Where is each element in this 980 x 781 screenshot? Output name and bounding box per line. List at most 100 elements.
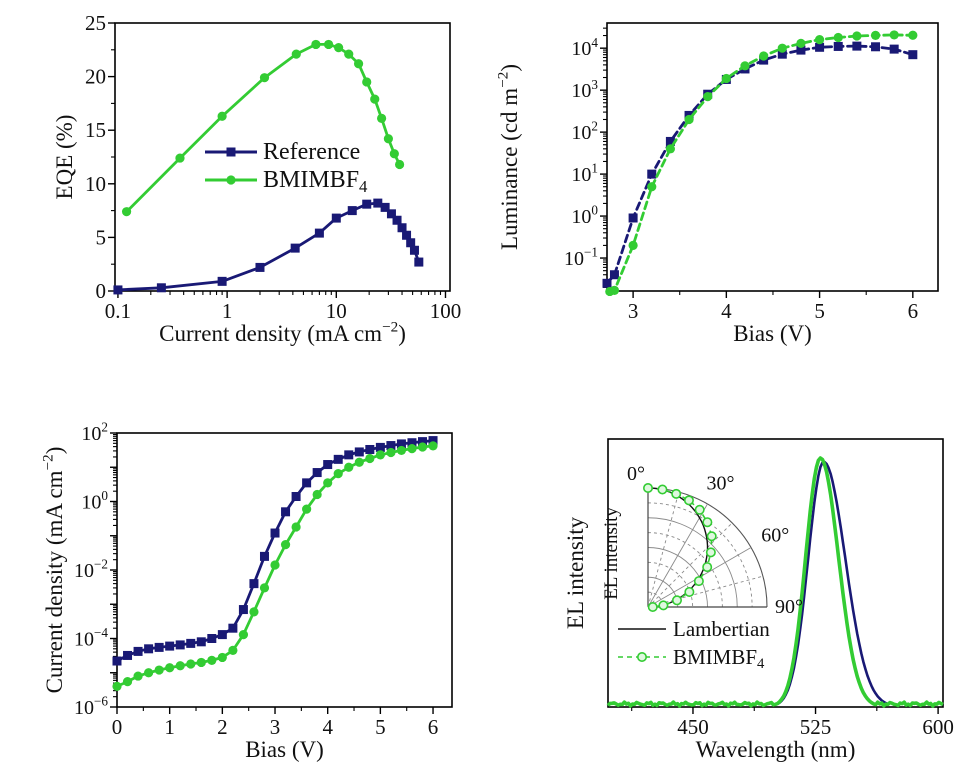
polar-inset: 0° 30° 60° 90° EL intensity Lambertian BMIMBF4 [601,463,803,672]
x-axis-label: Current density (mA cm−2) [159,318,406,346]
series-bmimbf4-markers [112,441,438,691]
series-reference-markers [112,436,438,666]
bmimbf4-angular-marker [694,504,705,515]
y-tick-label: 15 [85,118,106,142]
y-tick-label: 103 [571,77,598,102]
y-tick-label: 104 [571,35,598,60]
legend-label-bmimbf4: BMIMBF4 [673,645,765,672]
axis-box [606,22,939,292]
x-tick-label: 600 [922,715,954,739]
y-tick-label: 25 [85,11,106,35]
polar-angle-label-60: 60° [761,525,789,547]
series-reference-line [605,44,915,285]
y-tick-label: 102 [571,119,598,144]
y-axis-label: EQE (%) [52,115,77,200]
series-bmimbf4-line [608,33,915,293]
bmimbf4-angular-marker [706,531,717,542]
panel-current-density-vs-bias: 0 1 2 3 4 5 6 10−6 10−4 10−2 100 102 Bias (V) Current… [39,420,453,762]
bmimbf4-angular-marker [657,484,668,495]
x-axis-label: Wavelength (nm) [696,737,856,762]
y-axis-label: Current density (mA cm−2) [39,447,67,694]
x-tick-label: 100 [430,299,462,323]
x-tick-label: 525 [800,715,832,739]
polar-angle-label-30: 30° [707,472,735,494]
y-tick-label: 102 [81,420,108,445]
polar-grid-radial [647,522,733,608]
bmimbf4-angular-marker [658,600,669,611]
series-bmimbf4-line [125,43,401,214]
polar-grid-arc [647,591,664,608]
bmimbf4-angular-marker [705,547,716,558]
y-tick-label: 20 [85,65,106,89]
panel-luminance-vs-bias: 3 4 5 6 10−1 100 101 102 103 104 Bias (V) Luminance… [494,22,939,346]
x-tick-label: 6 [908,299,919,323]
axis-box [607,438,944,708]
x-tick-label: 3 [270,715,281,739]
panel-el-spectrum: 450 525 600 Wavelength (nm) EL intensity 0° 30… [563,438,954,762]
polar-grid-arc [647,561,694,608]
polar-angle-label-90: 90° [775,596,803,618]
y-axis-label: EL intensity [563,516,588,629]
series-reference-markers [113,198,424,295]
legend-label-reference: Reference [263,139,360,165]
series-reference-line [115,439,435,663]
x-tick-label: 1 [222,299,233,323]
polar-grid-radial [647,491,680,608]
series-bmimbf4-markers [121,39,405,217]
polar-grid-radial [647,503,708,608]
bmimbf4-angular-marker [702,517,713,528]
panel-eqe-vs-current-density: 0.1 1 10 100 0 5 10 15 20 25 Current density (mA c… [52,11,461,346]
bmimbf4-angular-marker [693,576,704,587]
y-tick-label: 10−4 [74,625,108,650]
y-tick-label: 100 [81,488,108,513]
inset-y-axis-label: EL intensity [601,507,622,600]
y-tick-label: 0 [96,279,107,303]
polar-grid-arc [647,532,723,608]
y-tick-label: 10−1 [564,245,598,270]
polar-grid-arc [647,547,708,608]
polar-angle-label-0: 0° [627,463,645,485]
y-tick-label: 101 [571,161,598,186]
legend-marker-circle [226,175,236,185]
series-reference-line [116,201,421,292]
x-tick-label: 6 [428,715,439,739]
legend-label-bmimbf4: BMIMBF4 [263,167,368,196]
x-tick-label: 5 [814,299,825,323]
bmimbf4-angular-marker [671,595,682,606]
x-tick-label: 450 [677,715,709,739]
x-tick-label: 0.1 [105,299,131,323]
x-tick-label: 3 [628,299,639,323]
x-tick-label: 2 [217,715,228,739]
y-tick-label: 10−2 [74,557,108,582]
bmimbf4-angular-marker [642,482,653,493]
x-tick-label: 10 [326,299,347,323]
x-tick-label: 4 [721,299,732,323]
x-axis-label: Bias (V) [245,737,324,762]
x-axis-label: Bias (V) [733,321,812,346]
x-tick-label: 1 [164,715,175,739]
polar-grid-radial [647,575,764,608]
x-tick-label: 5 [375,715,386,739]
bmimbf4-angular-marker [671,488,682,499]
y-tick-label: 10−6 [74,694,108,719]
x-tick-label: 4 [322,715,333,739]
bmimbf4-angular-marker [702,562,713,573]
y-axis-label: Luminance (cd m−2) [494,64,522,250]
y-tick-label: 10 [85,172,106,196]
y-tick-label: 5 [96,225,107,249]
legend-marker-square [226,147,236,157]
series-bmimbf4-markers [605,30,918,297]
bmimbf4-angular-marker [684,586,695,597]
series-bmimbf4-spectrum [606,456,944,708]
series-reference-spectrum [607,460,944,708]
series-reference-markers [602,41,918,288]
y-tick-label: 100 [571,203,598,228]
bmimbf4-angular-marker [683,495,694,506]
legend-marker-circle [636,651,647,662]
legend-label-lambertian: Lambertian [673,617,770,641]
x-tick-label: 0 [112,715,123,739]
bmimbf4-angular-marker [647,601,658,612]
